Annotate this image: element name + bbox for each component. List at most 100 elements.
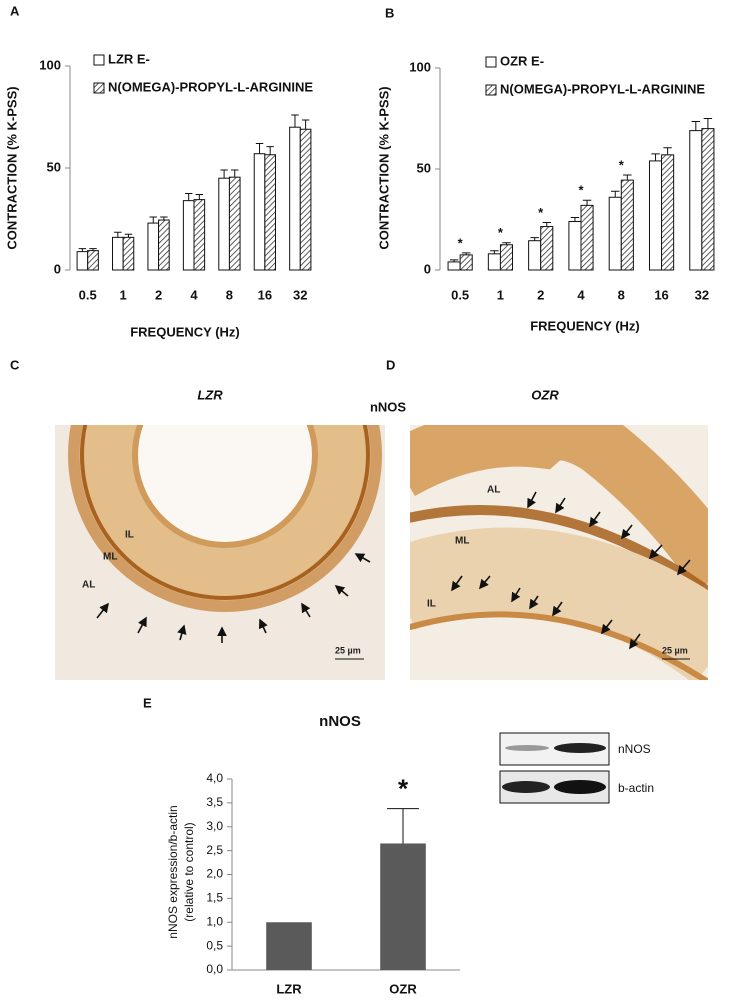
legend-swatch xyxy=(93,82,105,94)
y-tick-label: 50 xyxy=(47,159,61,174)
error-bar xyxy=(266,146,274,155)
error-bar xyxy=(195,194,204,200)
y-tick-label: 0 xyxy=(54,261,61,276)
x-tick-label: 32 xyxy=(695,287,709,302)
bar xyxy=(568,221,582,271)
x-tick-label: 0.5 xyxy=(451,287,469,302)
error-bar xyxy=(663,147,672,155)
layer-label: AL xyxy=(82,580,95,591)
x-tick-label: 4 xyxy=(577,287,585,302)
bar xyxy=(182,200,195,271)
bar xyxy=(122,236,135,271)
significance-marker: * xyxy=(538,205,544,220)
error-bar xyxy=(651,153,660,161)
bar xyxy=(580,204,594,271)
error-bar xyxy=(78,248,87,252)
error-bar xyxy=(231,169,239,178)
x-tick-label: 0.5 xyxy=(79,287,97,302)
error-bar xyxy=(291,114,299,128)
layer-label: ML xyxy=(455,536,469,547)
y-axis-title: (relative to control) xyxy=(182,822,196,921)
y-tick-label: 4,0 xyxy=(206,771,223,785)
bar xyxy=(299,128,312,271)
error-bar xyxy=(114,231,122,238)
bar xyxy=(289,126,301,271)
y-tick-label: 50 xyxy=(417,160,431,175)
x-tick-label: OZR xyxy=(389,981,417,996)
error-bar xyxy=(502,242,511,245)
bar xyxy=(264,154,276,271)
legend-swatch xyxy=(485,84,497,96)
error-bar xyxy=(387,808,419,844)
error-bar xyxy=(530,237,539,241)
legend-swatch xyxy=(485,56,497,68)
micrograph xyxy=(55,425,385,680)
scale-bar-label: 25 µm xyxy=(335,645,361,655)
legend-label: OZR E- xyxy=(500,53,544,68)
bar xyxy=(689,130,703,271)
error-bar xyxy=(461,252,471,255)
bar xyxy=(253,153,266,271)
y-tick-label: 3,5 xyxy=(206,795,223,809)
arrows xyxy=(451,491,691,650)
arrows xyxy=(96,553,371,643)
y-axis-title: CONTRACTION (% K-PSS) xyxy=(4,86,19,249)
significance-marker: * xyxy=(498,225,504,240)
error-bar xyxy=(623,174,632,181)
image-title: OZR xyxy=(531,387,559,402)
layer-label: ML xyxy=(103,552,117,563)
panel-label: D xyxy=(386,357,395,372)
legend-label: N(OMEGA)-PROPYL-L-ARGININE xyxy=(108,79,313,94)
y-tick-label: 2,0 xyxy=(206,867,223,881)
y-axis-title: CONTRACTION (% K-PSS) xyxy=(376,86,391,249)
error-bar xyxy=(703,118,713,129)
panel-label: C xyxy=(10,357,20,372)
bar xyxy=(158,219,170,271)
bar xyxy=(76,251,89,271)
x-tick-label: 1 xyxy=(497,287,504,302)
y-tick-label: 0,5 xyxy=(206,938,223,952)
blot-label: nNOS xyxy=(618,742,651,756)
panel-label: B xyxy=(385,5,394,20)
bar xyxy=(193,199,206,271)
legend-label: N(OMEGA)-PROPYL-L-ARGININE xyxy=(500,81,705,96)
error-bar xyxy=(184,193,193,201)
error-bar xyxy=(89,248,97,251)
y-tick-label: 1,5 xyxy=(206,891,223,905)
x-tick-label: 16 xyxy=(654,287,668,302)
bar xyxy=(608,196,622,271)
scale-bar-label: 25 µm xyxy=(662,645,688,655)
blot-label: b-actin xyxy=(618,781,654,795)
y-tick-label: 0 xyxy=(424,261,431,276)
x-tick-label: 32 xyxy=(293,287,307,302)
error-bar xyxy=(124,233,133,238)
bar xyxy=(380,843,426,970)
bar xyxy=(540,226,554,271)
bar xyxy=(147,222,160,271)
x-tick-label: 8 xyxy=(226,287,233,302)
x-tick-label: 2 xyxy=(537,287,544,302)
x-tick-label: 8 xyxy=(618,287,625,302)
error-bar xyxy=(582,199,592,206)
y-axis-title: nNOS expression/b-actin xyxy=(166,805,180,938)
error-bar xyxy=(490,250,499,254)
x-tick-label: 2 xyxy=(155,287,162,302)
bar xyxy=(528,240,542,271)
panel-label: E xyxy=(143,695,152,710)
bar xyxy=(648,160,663,271)
bar xyxy=(228,176,241,271)
x-tick-label: 4 xyxy=(190,287,198,302)
error-bar xyxy=(570,216,580,222)
y-tick-label: 0,0 xyxy=(206,962,223,976)
significance-marker: * xyxy=(398,773,409,803)
error-bar xyxy=(449,259,459,262)
bar xyxy=(459,254,473,271)
bar xyxy=(499,244,514,271)
bar xyxy=(112,236,124,271)
bar xyxy=(218,177,230,271)
bar xyxy=(266,922,312,970)
y-tick-label: 100 xyxy=(409,59,431,74)
error-bar xyxy=(301,119,310,130)
layer-label: IL xyxy=(427,599,436,610)
